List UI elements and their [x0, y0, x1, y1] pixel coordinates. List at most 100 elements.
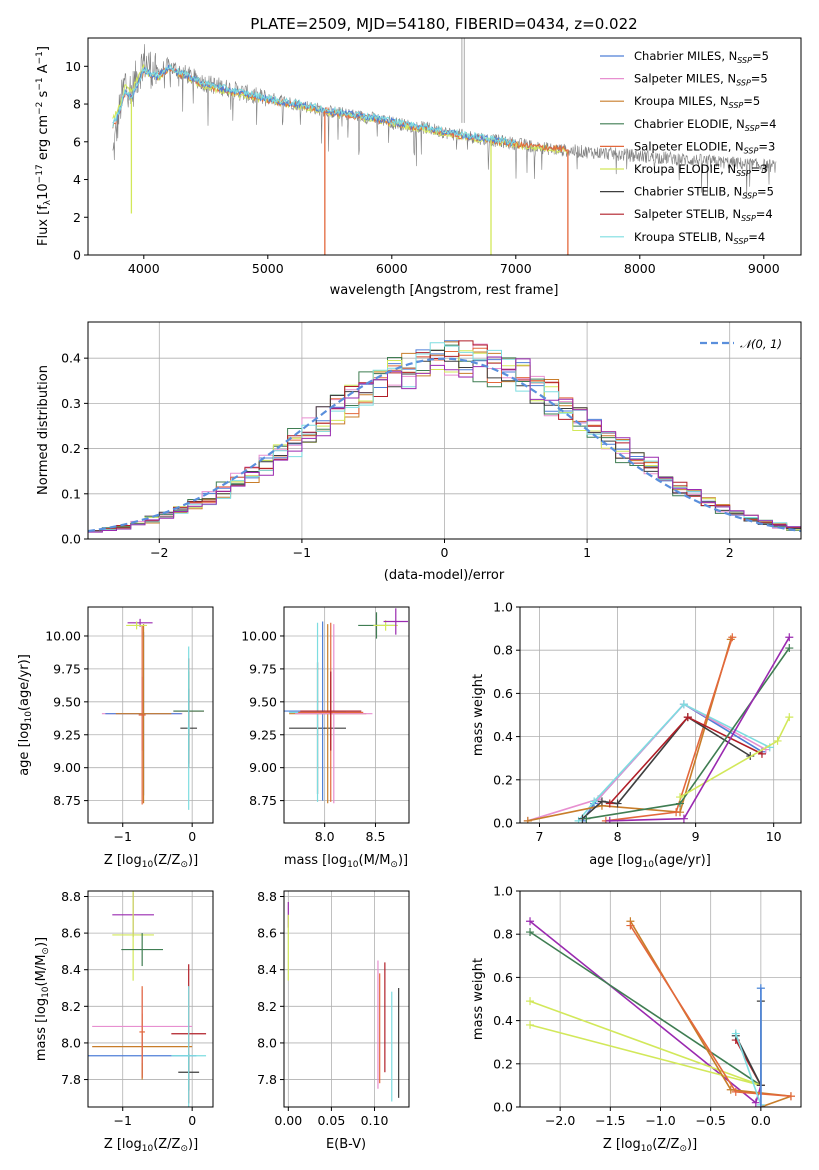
x-tick-label: 0.10: [361, 1113, 389, 1128]
model-spectrum: [112, 64, 516, 146]
weight-vs-z-xlabel: Z [log10(Z/Z⊙)]: [603, 1137, 697, 1154]
x-tick-label: 10: [766, 829, 782, 844]
x-tick-label: −1: [114, 829, 132, 844]
residuals-legend: 𝒩(0, 1): [700, 337, 782, 351]
y-tick-label: 2: [73, 210, 81, 225]
residual-histogram: [88, 340, 801, 532]
plot-area: [523, 633, 794, 823]
weight-line: [577, 703, 771, 822]
weight-marker: [526, 917, 535, 926]
y-tick-label: 0.1: [61, 486, 81, 501]
weight-marker: [526, 928, 535, 937]
y-tick-label: 9.50: [53, 694, 81, 709]
x-tick-label: 2: [726, 545, 734, 560]
y-tick-label: 9.75: [53, 661, 81, 676]
age-vs-mass-panel: 8.0 8.5 8.75 9.00 9.25 9.50 9.75 10.00 mass [lo…: [241, 606, 410, 870]
weight-vs-z-panel: −2.0 −1.5 −1.0 −0.5 0.0 0.0 0.2 0.4 0.6 0.8 1.0 Z …: [471, 884, 802, 1154]
error-bar-point: [383, 608, 408, 635]
axes-frame: [519, 606, 802, 824]
error-bar-point: [126, 621, 148, 630]
y-tick-label: 8.2: [61, 999, 81, 1014]
legend-label: Chabrier MILES, NSSP=5: [634, 49, 769, 65]
weight-marker: [785, 713, 794, 722]
error-bar-point: [187, 646, 191, 810]
age-vs-z-plot: −1 0 8.75 9.00 9.25 9.50 9.75 10.00: [45, 606, 214, 844]
legend-label: Salpeter MILES, NSSP=5: [634, 72, 768, 88]
legend-label: Chabrier ELODIE, NSSP=4: [634, 117, 776, 133]
mass-vs-z-ylabel: mass [log10(M/M⊙)]: [34, 937, 51, 1061]
y-tick-label: 8.6: [61, 926, 81, 941]
y-tick-label: 7.8: [61, 1072, 81, 1087]
weight-marker: [523, 816, 532, 823]
y-tick-label: 0.0: [61, 532, 81, 547]
legend-label: Kroupa MILES, NSSP=5: [634, 94, 760, 110]
weight-marker: [679, 700, 688, 709]
weight-vs-age-panel: 7 8 9 10 0.0 0.2 0.4 0.6 0.8 1.0 age [log10(age/y…: [471, 600, 802, 870]
weight-marker: [526, 1020, 535, 1029]
weight-vs-z-plot: −2.0 −1.5 −1.0 −0.5 0.0 0.0 0.2 0.4 0.6 0.8 1.0: [493, 884, 802, 1128]
weight-marker: [731, 1029, 740, 1038]
residuals-ylabel: Normed distribution: [36, 365, 51, 495]
y-tick-label: 0.0: [493, 816, 513, 831]
plot-area: [88, 340, 801, 533]
weight-line: [527, 639, 732, 822]
y-tick-label: 10: [65, 59, 81, 74]
weight-marker: [526, 997, 535, 1006]
weight-marker: [757, 749, 766, 758]
x-tick-label: 1: [583, 545, 591, 560]
x-tick-label: 8.0: [315, 829, 335, 844]
weight-marker: [679, 814, 688, 823]
residuals-panel: −2 −1 0 1 2 0.0 0.1 0.2 0.3 0.4 𝒩(0, 1) (data-mode…: [36, 321, 802, 583]
axes-frame: [283, 890, 410, 1108]
weight-marker: [582, 814, 591, 823]
y-tick-label: 9.00: [53, 760, 81, 775]
weight-marker: [605, 799, 614, 808]
axes-frame: [87, 890, 214, 1108]
x-tick-label: 0: [188, 829, 196, 844]
age-vs-z-panel: −1 0 8.75 9.00 9.25 9.50 9.75 10.00 Z [log10(Z/…: [17, 606, 214, 870]
y-tick-label: 0.2: [61, 441, 81, 456]
x-tick-label: −1.5: [595, 1113, 625, 1128]
weight-line: [609, 636, 790, 822]
axes-frame: [283, 606, 410, 824]
figure-title: PLATE=2509, MJD=54180, FIBERID=0434, z=0…: [250, 15, 637, 33]
x-tick-label: 6000: [376, 261, 408, 276]
spectrum-plot: 4000 5000 6000 7000 8000 9000 0 2 4 6 8 10 Chabrier …: [65, 37, 802, 276]
weight-line: [735, 988, 762, 1106]
error-bar-point: [115, 624, 172, 804]
residual-histogram: [88, 356, 801, 533]
legend-label: Chabrier STELIB, NSSP=5: [634, 185, 774, 201]
y-tick-label: 0.4: [493, 729, 513, 744]
x-tick-label: 5000: [252, 261, 284, 276]
weight-marker: [731, 1087, 740, 1096]
weight-marker: [613, 799, 622, 808]
weight-marker: [773, 736, 782, 745]
weight-marker: [605, 816, 614, 823]
x-tick-label: 0.0: [751, 1113, 771, 1128]
y-tick-label: 9.50: [249, 694, 277, 709]
y-tick-label: 8.4: [257, 962, 277, 977]
y-tick-label: 8.8: [61, 889, 81, 904]
plot-area: [526, 917, 795, 1107]
error-bar-point: [171, 986, 207, 1107]
plot-area: [112, 38, 777, 255]
x-tick-label: 7000: [500, 261, 532, 276]
y-tick-label: 0.6: [493, 970, 513, 985]
error-bar-point: [121, 933, 163, 967]
y-tick-label: 0: [73, 248, 81, 263]
weight-vs-age-ylabel: mass weight: [471, 674, 486, 756]
y-tick-label: 8: [73, 97, 81, 112]
y-tick-label: 9.25: [53, 727, 81, 742]
x-tick-label: 4000: [128, 261, 160, 276]
weight-marker: [751, 1098, 760, 1107]
y-tick-label: 0.8: [493, 927, 513, 942]
y-tick-label: 0.3: [61, 396, 81, 411]
y-tick-label: 0.8: [493, 643, 513, 658]
legend-label: Kroupa ELODIE, NSSP=3: [634, 162, 768, 178]
spectrum-legend: Chabrier MILES, NSSP=5 Salpeter MILES, NS…: [600, 49, 776, 246]
error-bar-point: [139, 986, 145, 1078]
weight-marker: [597, 797, 606, 806]
x-tick-label: 0: [188, 1113, 196, 1128]
weight-marker: [590, 797, 599, 806]
y-tick-label: 9.25: [249, 727, 277, 742]
